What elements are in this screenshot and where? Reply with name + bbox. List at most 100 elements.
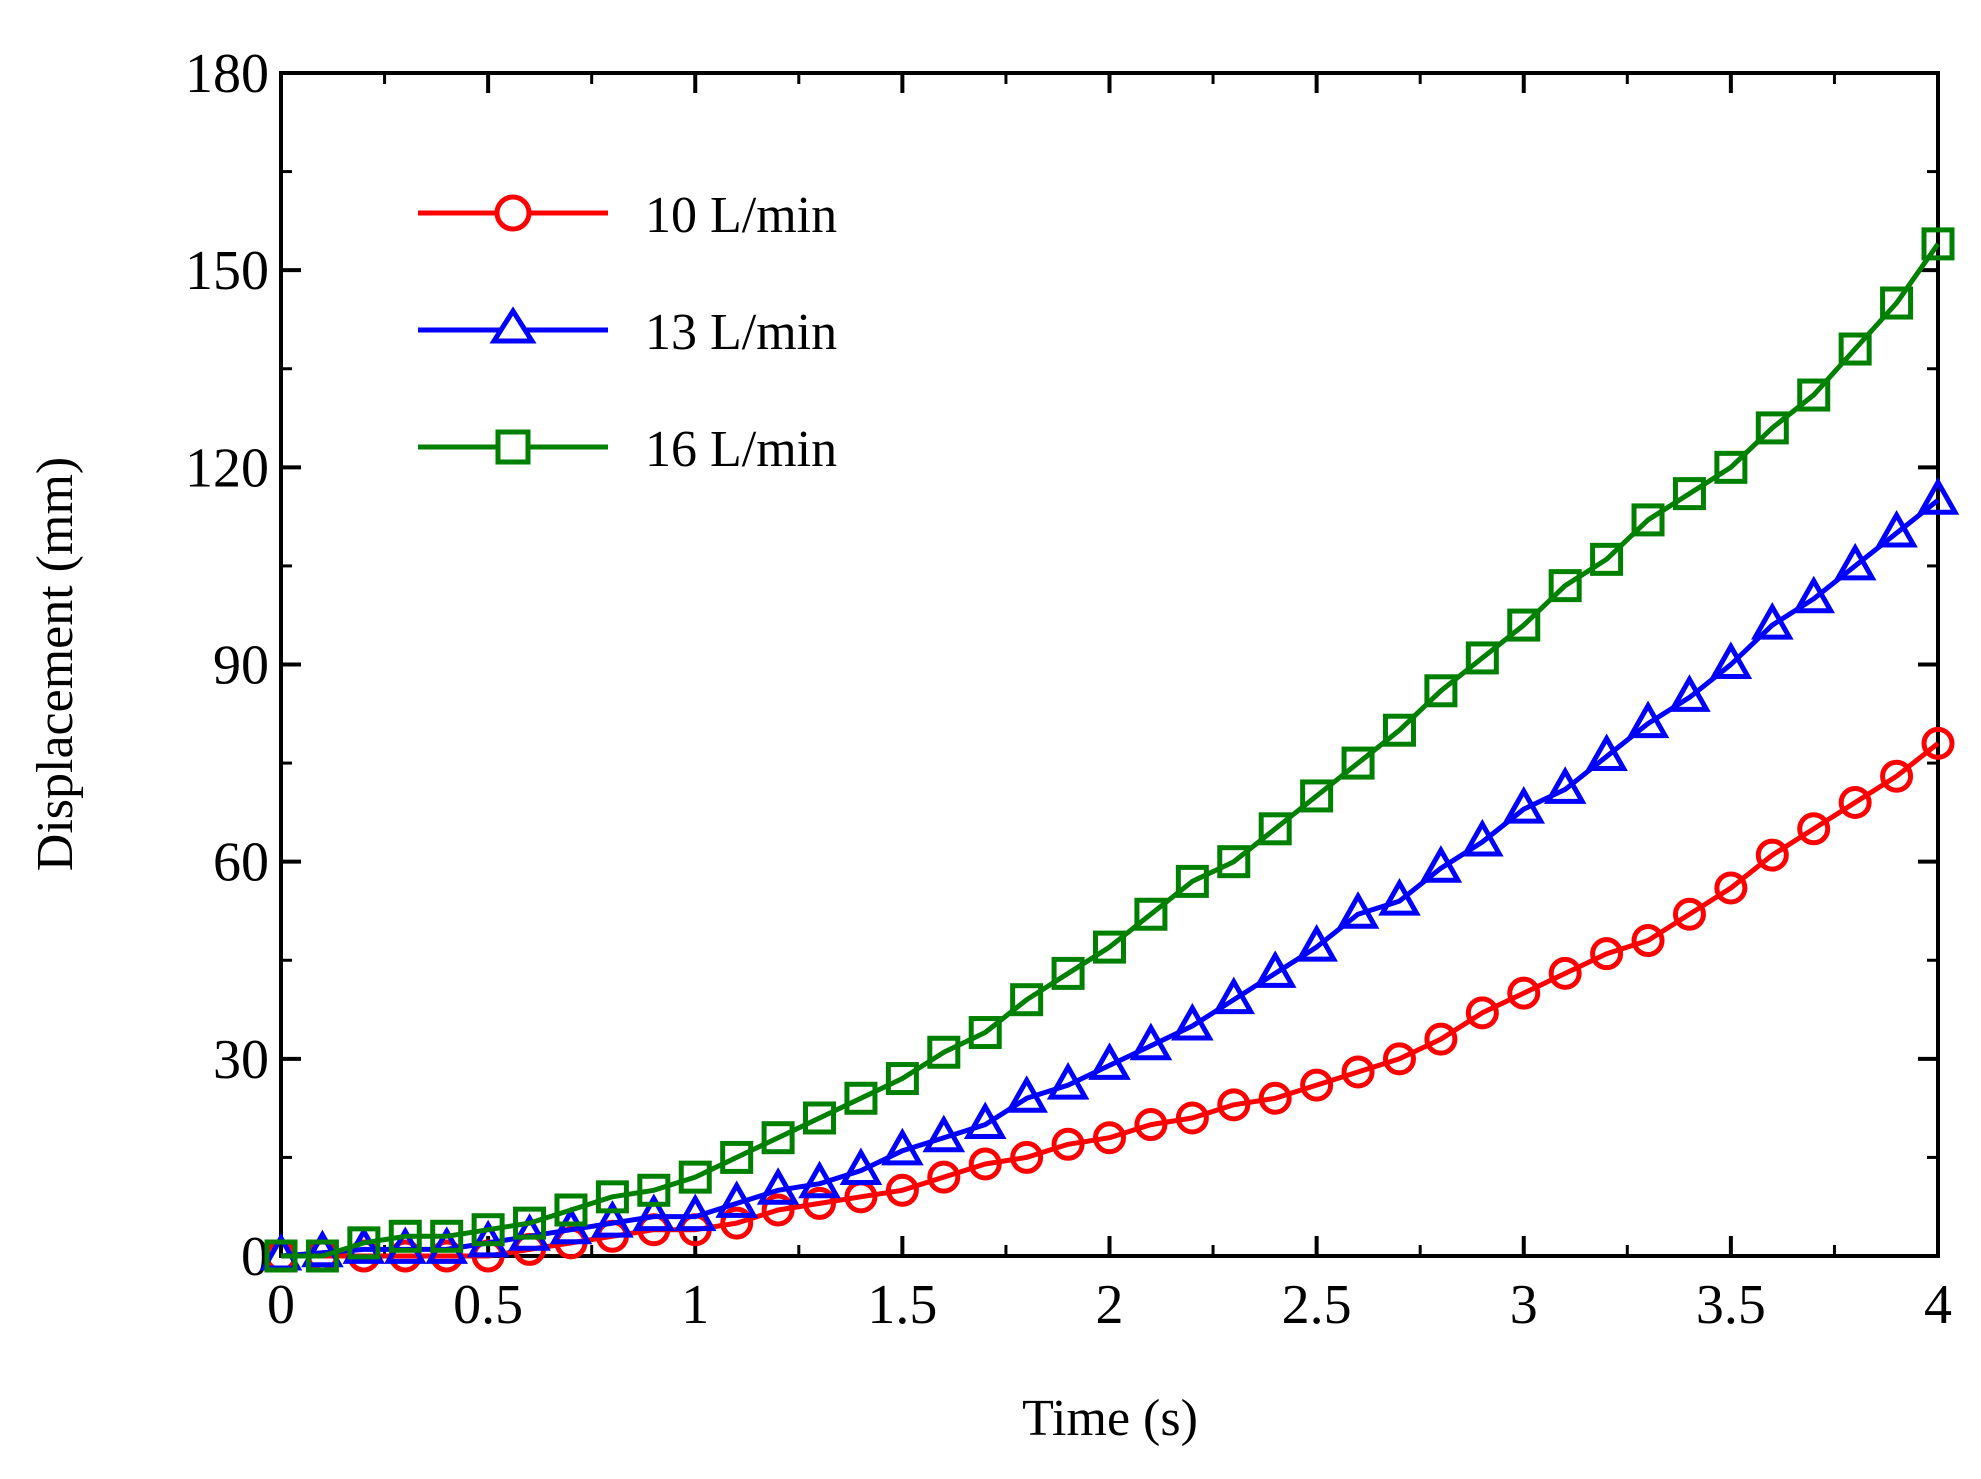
data-point [1543, 766, 1587, 804]
data-point [885, 1062, 919, 1096]
data-point [471, 1213, 505, 1247]
data-point [1590, 542, 1624, 576]
data-point [881, 1127, 924, 1166]
data-point [1838, 786, 1872, 820]
legend-marker-square [495, 429, 531, 465]
data-point [549, 1206, 593, 1245]
series-line [281, 741, 1940, 1259]
y-tick-label: 60 [213, 832, 269, 894]
data-point [425, 1226, 468, 1264]
data-point [1212, 976, 1256, 1015]
data-point [1465, 641, 1499, 675]
data-point [1714, 871, 1748, 905]
data-point [803, 1101, 837, 1135]
data-point [803, 1186, 837, 1220]
data-point [1548, 569, 1582, 603]
data-point [1093, 1121, 1126, 1155]
data-point [264, 1239, 298, 1273]
data-point [1631, 503, 1665, 537]
data-point [1797, 378, 1831, 412]
data-point [301, 1229, 344, 1268]
data-point [968, 1016, 1002, 1050]
data-point [1548, 956, 1582, 990]
data-point [637, 1173, 671, 1207]
data-point [1626, 700, 1670, 739]
data-point [1921, 726, 1955, 760]
data-point [715, 1180, 758, 1218]
x-tick-label: 1 [681, 1274, 709, 1336]
x-tick-label: 1.5 [867, 1274, 937, 1336]
data-point [927, 1035, 961, 1069]
data-point [1217, 845, 1251, 879]
data-point [1880, 759, 1914, 793]
data-point [1010, 983, 1044, 1017]
y-tick-label: 30 [213, 1029, 269, 1091]
data-point [963, 1101, 1007, 1140]
data-point [1590, 937, 1624, 971]
data-point [1171, 1002, 1214, 1041]
data-point [1341, 1055, 1375, 1089]
data-point [1507, 976, 1541, 1010]
data-point [885, 1173, 919, 1207]
data-point [720, 1206, 754, 1240]
data-point [1088, 1042, 1131, 1080]
data-point [591, 1200, 634, 1238]
data-point [720, 1140, 754, 1174]
data-point [673, 1193, 717, 1232]
data-point [554, 1193, 588, 1227]
y-tick-label: 180 [185, 43, 269, 105]
data-point [1134, 1108, 1168, 1142]
data-point [430, 1219, 464, 1253]
data-point [1921, 227, 1955, 261]
data-point [513, 1206, 547, 1240]
data-point [1046, 1062, 1090, 1100]
legend: 10 L/min 13 L/min 16 L/min [418, 187, 837, 478]
data-point [1341, 746, 1375, 780]
series-0 [264, 726, 1955, 1273]
data-point [1751, 601, 1794, 640]
legend-marker-triangle [489, 306, 537, 344]
data-point [1382, 713, 1416, 747]
data-point [1129, 1022, 1173, 1061]
y-tick-label: 90 [213, 635, 269, 697]
data-point [595, 1180, 629, 1214]
legend-marker-circle [494, 194, 532, 232]
data-point [1755, 838, 1789, 872]
data-point [1838, 332, 1872, 366]
data-point [1672, 897, 1706, 931]
data-point [1631, 924, 1665, 958]
data-point [968, 1147, 1002, 1181]
data-point [1672, 477, 1706, 511]
legend-label-13: 13 L/min [645, 304, 837, 361]
y-tick-label: 120 [185, 437, 269, 499]
x-tick-label: 3.5 [1696, 1274, 1766, 1336]
legend-entry-16: 16 L/min [418, 421, 837, 478]
y-tick-labels: 0 30 60 90 120 150 180 [185, 43, 269, 1288]
x-tick-label: 4 [1924, 1274, 1952, 1336]
data-point [1382, 1042, 1416, 1076]
data-point [1880, 286, 1914, 320]
data-point [632, 1193, 676, 1232]
data-point [927, 1160, 961, 1194]
x-tick-label: 3 [1510, 1274, 1538, 1336]
data-point [1755, 411, 1789, 445]
data-point [1300, 1068, 1334, 1102]
x-tick-label: 0.5 [453, 1274, 523, 1336]
x-tick-label: 2 [1096, 1274, 1124, 1336]
legend-label-16: 16 L/min [645, 421, 837, 478]
data-point [508, 1213, 551, 1251]
legend-entry-13: 13 L/min [418, 304, 837, 361]
series-2 [264, 227, 1955, 1273]
x-tick-label: 0 [267, 1274, 295, 1336]
x-tick-label: 2.5 [1282, 1274, 1352, 1336]
data-point [1507, 608, 1541, 642]
data-point [305, 1239, 339, 1273]
data-point [1258, 812, 1292, 846]
data-point [388, 1219, 422, 1253]
data-point [1217, 1088, 1251, 1122]
data-point [347, 1226, 381, 1260]
data-point [798, 1160, 841, 1199]
data-point [1300, 779, 1334, 813]
data-point [761, 1121, 795, 1155]
